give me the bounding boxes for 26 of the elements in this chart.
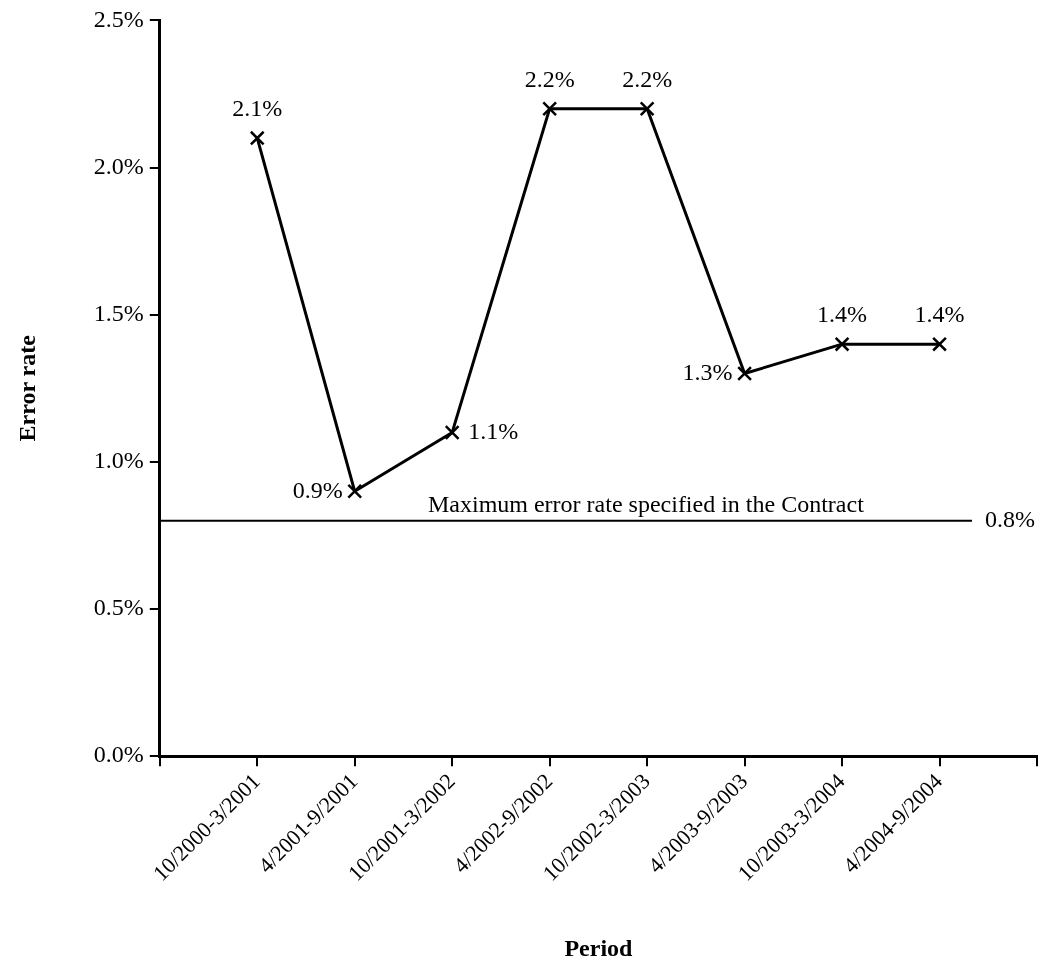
data-label: 1.3% [682, 358, 733, 385]
data-label: 1.4% [914, 301, 965, 328]
point [834, 336, 850, 352]
data-label: 1.1% [468, 417, 519, 444]
x-axis-title: Period [564, 934, 634, 961]
y-tick-label: 2.0% [93, 152, 144, 179]
y-tick-label: 0.5% [93, 594, 144, 621]
data-label: 2.2% [524, 65, 575, 92]
point [249, 130, 265, 146]
annotation: 0.8% [985, 506, 1035, 533]
point [639, 101, 655, 117]
y-axis-title: Error rate [13, 334, 40, 442]
data-label: 0.9% [292, 476, 343, 503]
y-tick-label: 1.5% [93, 300, 144, 326]
point [931, 336, 948, 352]
point [736, 365, 753, 382]
y-tick-label: 1.0% [93, 447, 144, 474]
y-tick-label: 2.5% [93, 5, 144, 32]
point [542, 101, 558, 117]
y-tick-label: 0.0% [93, 741, 144, 768]
ref-line-label: Maximum error rate specified in the Contract [427, 491, 865, 518]
data-label: 2.1% [232, 95, 283, 122]
data-label: 2.2% [622, 65, 673, 92]
point [444, 424, 460, 441]
data-label: 1.4% [817, 301, 868, 328]
point [347, 483, 363, 499]
